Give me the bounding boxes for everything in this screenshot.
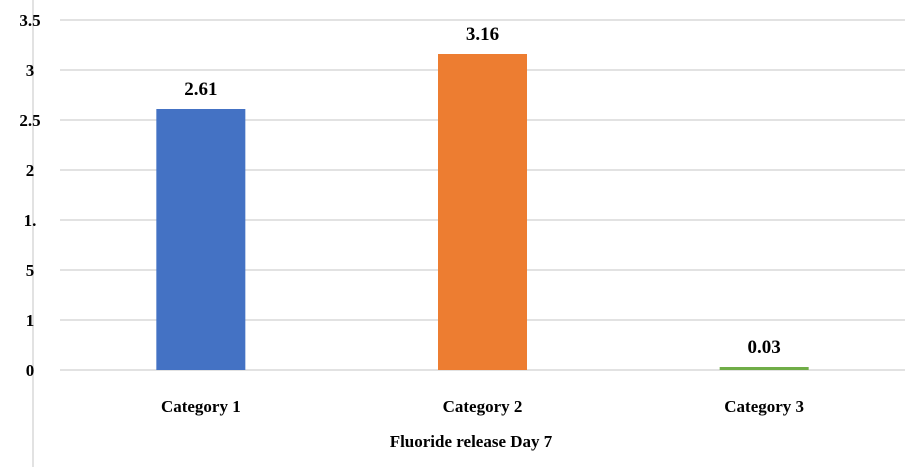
data-label: 0.03 bbox=[748, 337, 781, 358]
y-tick-label: 1 bbox=[26, 311, 35, 330]
x-axis-categories: Category 1 Category 2 Category 3 bbox=[161, 397, 804, 416]
bar bbox=[438, 54, 527, 370]
bar bbox=[156, 109, 246, 370]
y-axis-ticks: 0 1 5 1. 2 2.5 3 3.5 bbox=[19, 11, 40, 380]
y-tick-label: 2 bbox=[26, 161, 35, 180]
data-label: 2.61 bbox=[184, 79, 217, 100]
x-axis-title: Fluoride release Day 7 bbox=[390, 432, 553, 451]
category-label: Category 1 bbox=[161, 397, 241, 416]
y-tick-label: 0 bbox=[26, 361, 35, 380]
y-tick-label: 3.5 bbox=[19, 11, 40, 30]
bars bbox=[156, 54, 809, 370]
data-labels: 2.61 3.16 0.03 bbox=[184, 24, 781, 358]
category-label: Category 3 bbox=[724, 397, 804, 416]
data-label: 3.16 bbox=[466, 24, 499, 45]
y-tick-label: 3 bbox=[26, 61, 35, 80]
category-label: Category 2 bbox=[443, 397, 523, 416]
y-tick-label: 1. bbox=[24, 211, 37, 230]
y-tick-label: 5 bbox=[26, 261, 35, 280]
bar bbox=[719, 367, 809, 370]
y-tick-label: 2.5 bbox=[19, 111, 40, 130]
